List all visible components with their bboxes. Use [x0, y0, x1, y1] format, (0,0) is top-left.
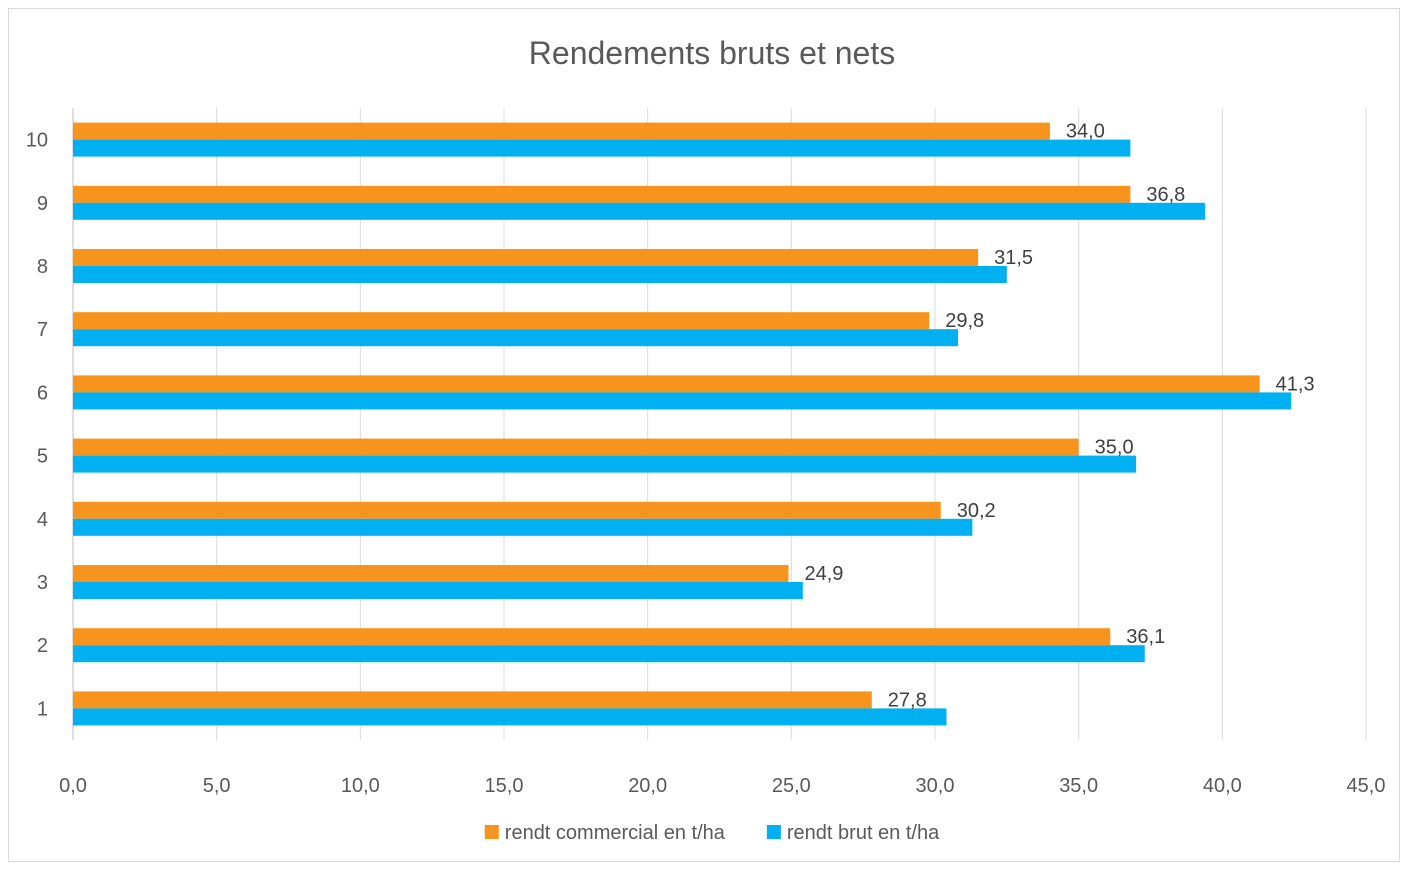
bar-commercial — [73, 691, 872, 709]
bars — [73, 122, 1292, 726]
y-axis: 1 2 3 4 5 6 7 8 9 10 — [26, 130, 48, 721]
legend: rendt commercial en t/ha rendt brut en t/… — [484, 822, 940, 844]
x-tick-label: 15,0 — [485, 775, 524, 797]
x-tick-label: 25,0 — [772, 775, 811, 797]
bar-commercial — [73, 122, 1050, 140]
x-tick-label: 40,0 — [1203, 775, 1242, 797]
bar-commercial — [73, 312, 930, 330]
y-tick-label: 8 — [37, 256, 48, 278]
y-tick-label: 6 — [37, 382, 48, 404]
data-label: 27,8 — [888, 689, 927, 711]
x-tick-label: 30,0 — [916, 775, 955, 797]
data-label: 31,5 — [994, 247, 1033, 269]
bar-commercial — [73, 185, 1131, 203]
bar-brut — [73, 392, 1292, 410]
data-label: 34,0 — [1066, 121, 1105, 143]
bar-commercial — [73, 628, 1111, 646]
data-label: 36,8 — [1146, 184, 1185, 206]
data-label: 41,3 — [1276, 373, 1315, 395]
x-tick-label: 20,0 — [628, 775, 667, 797]
bar-brut — [73, 518, 973, 536]
y-tick-label: 7 — [37, 319, 48, 341]
bar-brut — [73, 582, 803, 599]
y-tick-label: 4 — [37, 509, 48, 531]
data-label: 24,9 — [804, 563, 843, 585]
y-tick-label: 3 — [37, 572, 48, 594]
y-tick-label: 9 — [37, 193, 48, 215]
data-label: 29,8 — [945, 310, 984, 332]
x-tick-label: 0,0 — [59, 775, 87, 797]
legend-entry: rendt commercial en t/ha — [505, 822, 726, 844]
legend-entry: rendt brut en t/ha — [787, 822, 940, 844]
bar-brut — [73, 266, 1007, 283]
bar-commercial — [73, 375, 1260, 393]
bar-brut — [73, 329, 958, 347]
bar-brut — [73, 708, 947, 726]
x-tick-label: 5,0 — [203, 775, 231, 797]
bar-brut — [73, 645, 1145, 663]
legend-swatch — [766, 825, 781, 839]
x-tick-label: 35,0 — [1059, 775, 1098, 797]
y-tick-label: 2 — [37, 635, 48, 657]
data-label: 35,0 — [1095, 437, 1134, 459]
bar-brut — [73, 139, 1131, 157]
x-axis: 0,0 5,0 10,0 15,0 20,0 25,0 30,0 35,0 40,0 45,0 — [59, 775, 1385, 797]
chart-title: Rendements bruts et nets — [529, 35, 895, 71]
x-tick-label: 10,0 — [341, 775, 380, 797]
bar-commercial — [73, 501, 941, 519]
bar-commercial — [73, 565, 789, 582]
y-tick-label: 1 — [37, 698, 48, 720]
legend-swatch — [484, 825, 499, 839]
bar-brut — [73, 455, 1137, 473]
data-labels: 27,8 36,1 24,9 30,2 35,0 41,3 29,8 31,5 36,8 34,0 — [804, 121, 1314, 712]
y-tick-label: 10 — [26, 130, 48, 152]
bar-brut — [73, 202, 1206, 220]
y-tick-label: 5 — [37, 446, 48, 468]
x-tick-label: 45,0 — [1347, 775, 1386, 797]
bar-commercial — [73, 249, 979, 266]
bar-commercial — [73, 438, 1079, 456]
data-label: 36,1 — [1126, 626, 1165, 648]
data-label: 30,2 — [957, 500, 996, 522]
